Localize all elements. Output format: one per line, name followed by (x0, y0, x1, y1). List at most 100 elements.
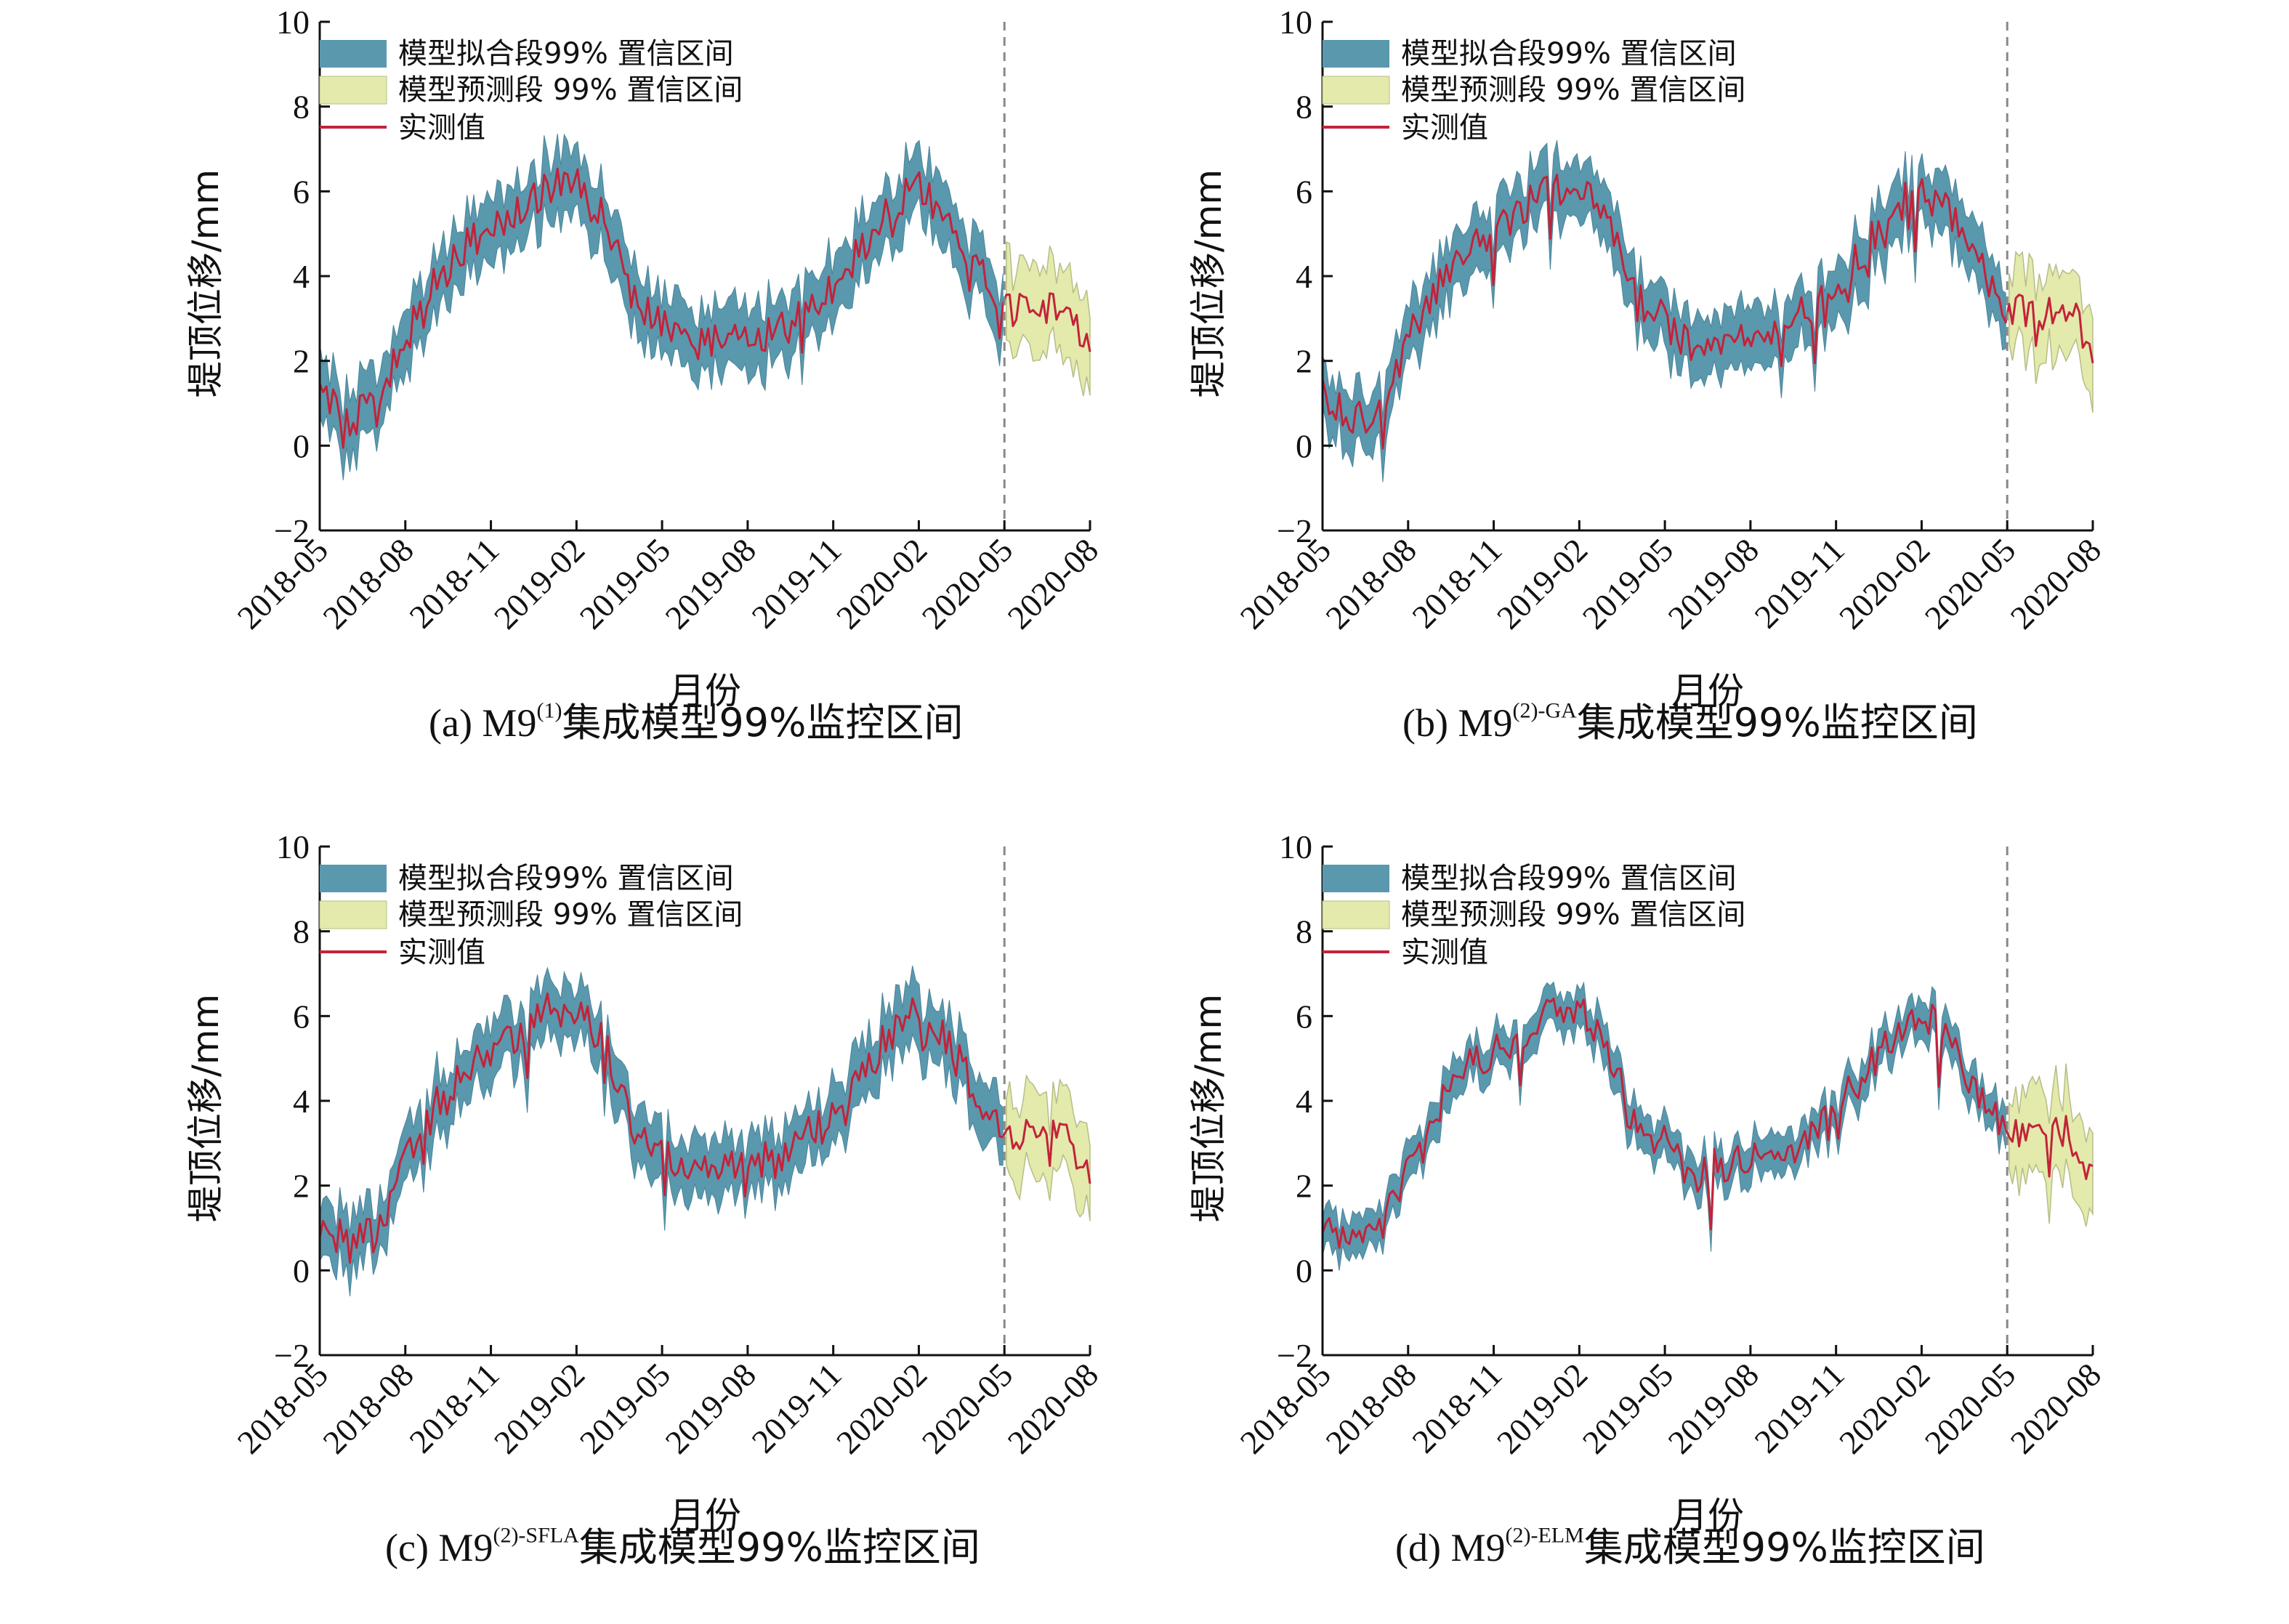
observed-series-line (318, 992, 1091, 1264)
legend-label-observed: 实测值 (1401, 936, 1488, 969)
y-tick-label: 10 (1279, 828, 1312, 865)
x-tick-label: 2018-08 (1318, 531, 1423, 636)
legend-label-fit: 模型拟合段99% 置信区间 (398, 862, 734, 895)
y-tick-label: 10 (276, 828, 310, 865)
y-tick-label: 2 (1296, 343, 1312, 380)
y-tick-label: 6 (293, 998, 310, 1035)
x-axis-title: 月份 (669, 1495, 741, 1537)
x-tick-label: 2020-08 (2003, 531, 2108, 636)
y-tick-label: 8 (293, 89, 310, 126)
caption-prefix: (d) M9 (1395, 1526, 1506, 1570)
x-tick-label: 2019-11 (744, 1356, 848, 1460)
x-tick-label: 2020-05 (1918, 1356, 2022, 1461)
x-axis-title: 月份 (1671, 1495, 1744, 1537)
x-tick-label: 2020-02 (829, 531, 934, 636)
x-tick-label: 2020-05 (1918, 531, 2022, 636)
legend-label-prediction: 模型预测段 99% 置信区间 (398, 73, 743, 107)
caption-superscript: (2)-ELM (1505, 1523, 1584, 1548)
panel-caption-a: (a) M9(1)集成模型99%监控区间 (429, 690, 963, 748)
legend-label-prediction: 模型预测段 99% 置信区间 (398, 898, 743, 932)
y-tick-label: −2 (274, 512, 310, 549)
y-tick-label: 0 (1296, 427, 1312, 464)
observed-series-line (318, 167, 1091, 449)
x-tick-label: 2018-11 (402, 1356, 506, 1460)
caption-suffix: 集成模型99%监控区间 (1576, 700, 1978, 746)
caption-prefix: (b) M9 (1402, 701, 1513, 745)
observed-series-line (1321, 174, 2094, 450)
x-tick-label: 2020-02 (829, 1356, 934, 1461)
caption-prefix: (a) M9 (429, 701, 537, 745)
legend-swatch-fit (320, 40, 387, 68)
x-tick-label: 2019-05 (1575, 531, 1680, 636)
x-tick-label: 2018-11 (1405, 531, 1509, 635)
fit-confidence-band (319, 133, 1004, 480)
x-tick-label: 2019-02 (487, 531, 592, 636)
figure: −2 0 2 4 6 8 10 2018-05 2018-08 2018-11 2019-02 201… (185, 4, 2108, 1572)
prediction-confidence-band (1006, 241, 1091, 397)
legend-label-fit: 模型拟合段99% 置信区间 (1401, 37, 1737, 70)
prediction-confidence-band (2009, 250, 2094, 413)
fit-confidence-band (1322, 140, 2006, 482)
legend-label-fit: 模型拟合段99% 置信区间 (1401, 862, 1737, 895)
x-tick-label: 2019-02 (1490, 1356, 1594, 1461)
x-axis-title: 月份 (669, 670, 741, 712)
x-tick-label: 2019-08 (658, 1356, 762, 1461)
y-tick-label: 2 (293, 1168, 310, 1205)
y-tick-label: 8 (1296, 913, 1312, 950)
y-tick-label: 0 (293, 427, 310, 464)
fit-confidence-band (319, 965, 1004, 1297)
caption-prefix: (c) M9 (385, 1526, 493, 1570)
y-tick-label: 10 (276, 4, 310, 41)
y-axis-title: 堤顶位移/mm (185, 994, 227, 1222)
legend-swatch-prediction (319, 76, 387, 105)
y-tick-label: −2 (1277, 512, 1312, 549)
y-tick-label: 6 (1296, 173, 1312, 210)
caption-superscript: (2)-GA (1512, 698, 1577, 723)
x-tick-label: 2019-08 (658, 531, 762, 636)
x-tick-label: 2019-02 (487, 1356, 592, 1461)
panel-caption-c: (c) M9(2)-SFLA集成模型99%监控区间 (385, 1515, 980, 1572)
x-tick-label: 2019-11 (1747, 1356, 1851, 1460)
caption-superscript: (1) (536, 698, 562, 723)
legend-swatch-prediction (319, 900, 387, 929)
x-tick-label: 2020-08 (2003, 1356, 2108, 1461)
caption-suffix: 集成模型99%监控区间 (578, 1524, 980, 1570)
legend-swatch-fit (320, 865, 387, 892)
x-tick-label: 2018-11 (402, 531, 506, 635)
x-tick-label: 2018-08 (1318, 1356, 1423, 1461)
legend-swatch-fit (1323, 865, 1389, 892)
x-tick-label: 2019-05 (573, 531, 677, 636)
chart-panel-d: −202468102018-052018-082018-112019-02201… (1187, 828, 2108, 1537)
observed-series-line (1321, 997, 2094, 1249)
y-tick-label: −2 (1277, 1337, 1312, 1374)
panel-caption-b: (b) M9(2)-GA集成模型99%监控区间 (1402, 690, 1978, 748)
y-tick-label: −2 (274, 1337, 310, 1374)
panel-caption-d: (d) M9(2)-ELM集成模型99%监控区间 (1395, 1515, 1985, 1572)
x-axis-title: 月份 (1671, 670, 1744, 712)
y-tick-label: 10 (1279, 4, 1312, 41)
legend-label-fit: 模型拟合段99% 置信区间 (398, 37, 734, 70)
y-tick-label: 4 (293, 1083, 310, 1120)
y-tick-label: 4 (1296, 1083, 1312, 1120)
y-tick-label: 8 (293, 913, 310, 950)
x-tick-label: 2019-05 (1575, 1356, 1680, 1461)
x-tick-label: 2019-11 (744, 531, 848, 635)
y-axis-title: 堤顶位移/mm (1187, 994, 1230, 1222)
y-tick-label: 8 (1296, 89, 1312, 126)
x-tick-label: 2018-08 (315, 1356, 420, 1461)
y-tick-label: 4 (1296, 258, 1312, 295)
legend-label-prediction: 模型预测段 99% 置信区间 (1401, 73, 1745, 107)
x-tick-label: 2019-11 (1747, 531, 1851, 635)
chart-panel-c: −202468102018-052018-082018-112019-02201… (185, 828, 1105, 1537)
legend-label-observed: 实测值 (1401, 111, 1488, 145)
y-tick-label: 6 (1296, 998, 1312, 1035)
caption-suffix: 集成模型99%监控区间 (562, 700, 964, 746)
x-tick-label: 2019-08 (1660, 1356, 1765, 1461)
y-tick-label: 4 (293, 258, 310, 295)
y-tick-label: 2 (1296, 1168, 1312, 1205)
y-axis-title: 堤顶位移/mm (1187, 169, 1230, 397)
x-tick-label: 2019-02 (1490, 531, 1594, 636)
